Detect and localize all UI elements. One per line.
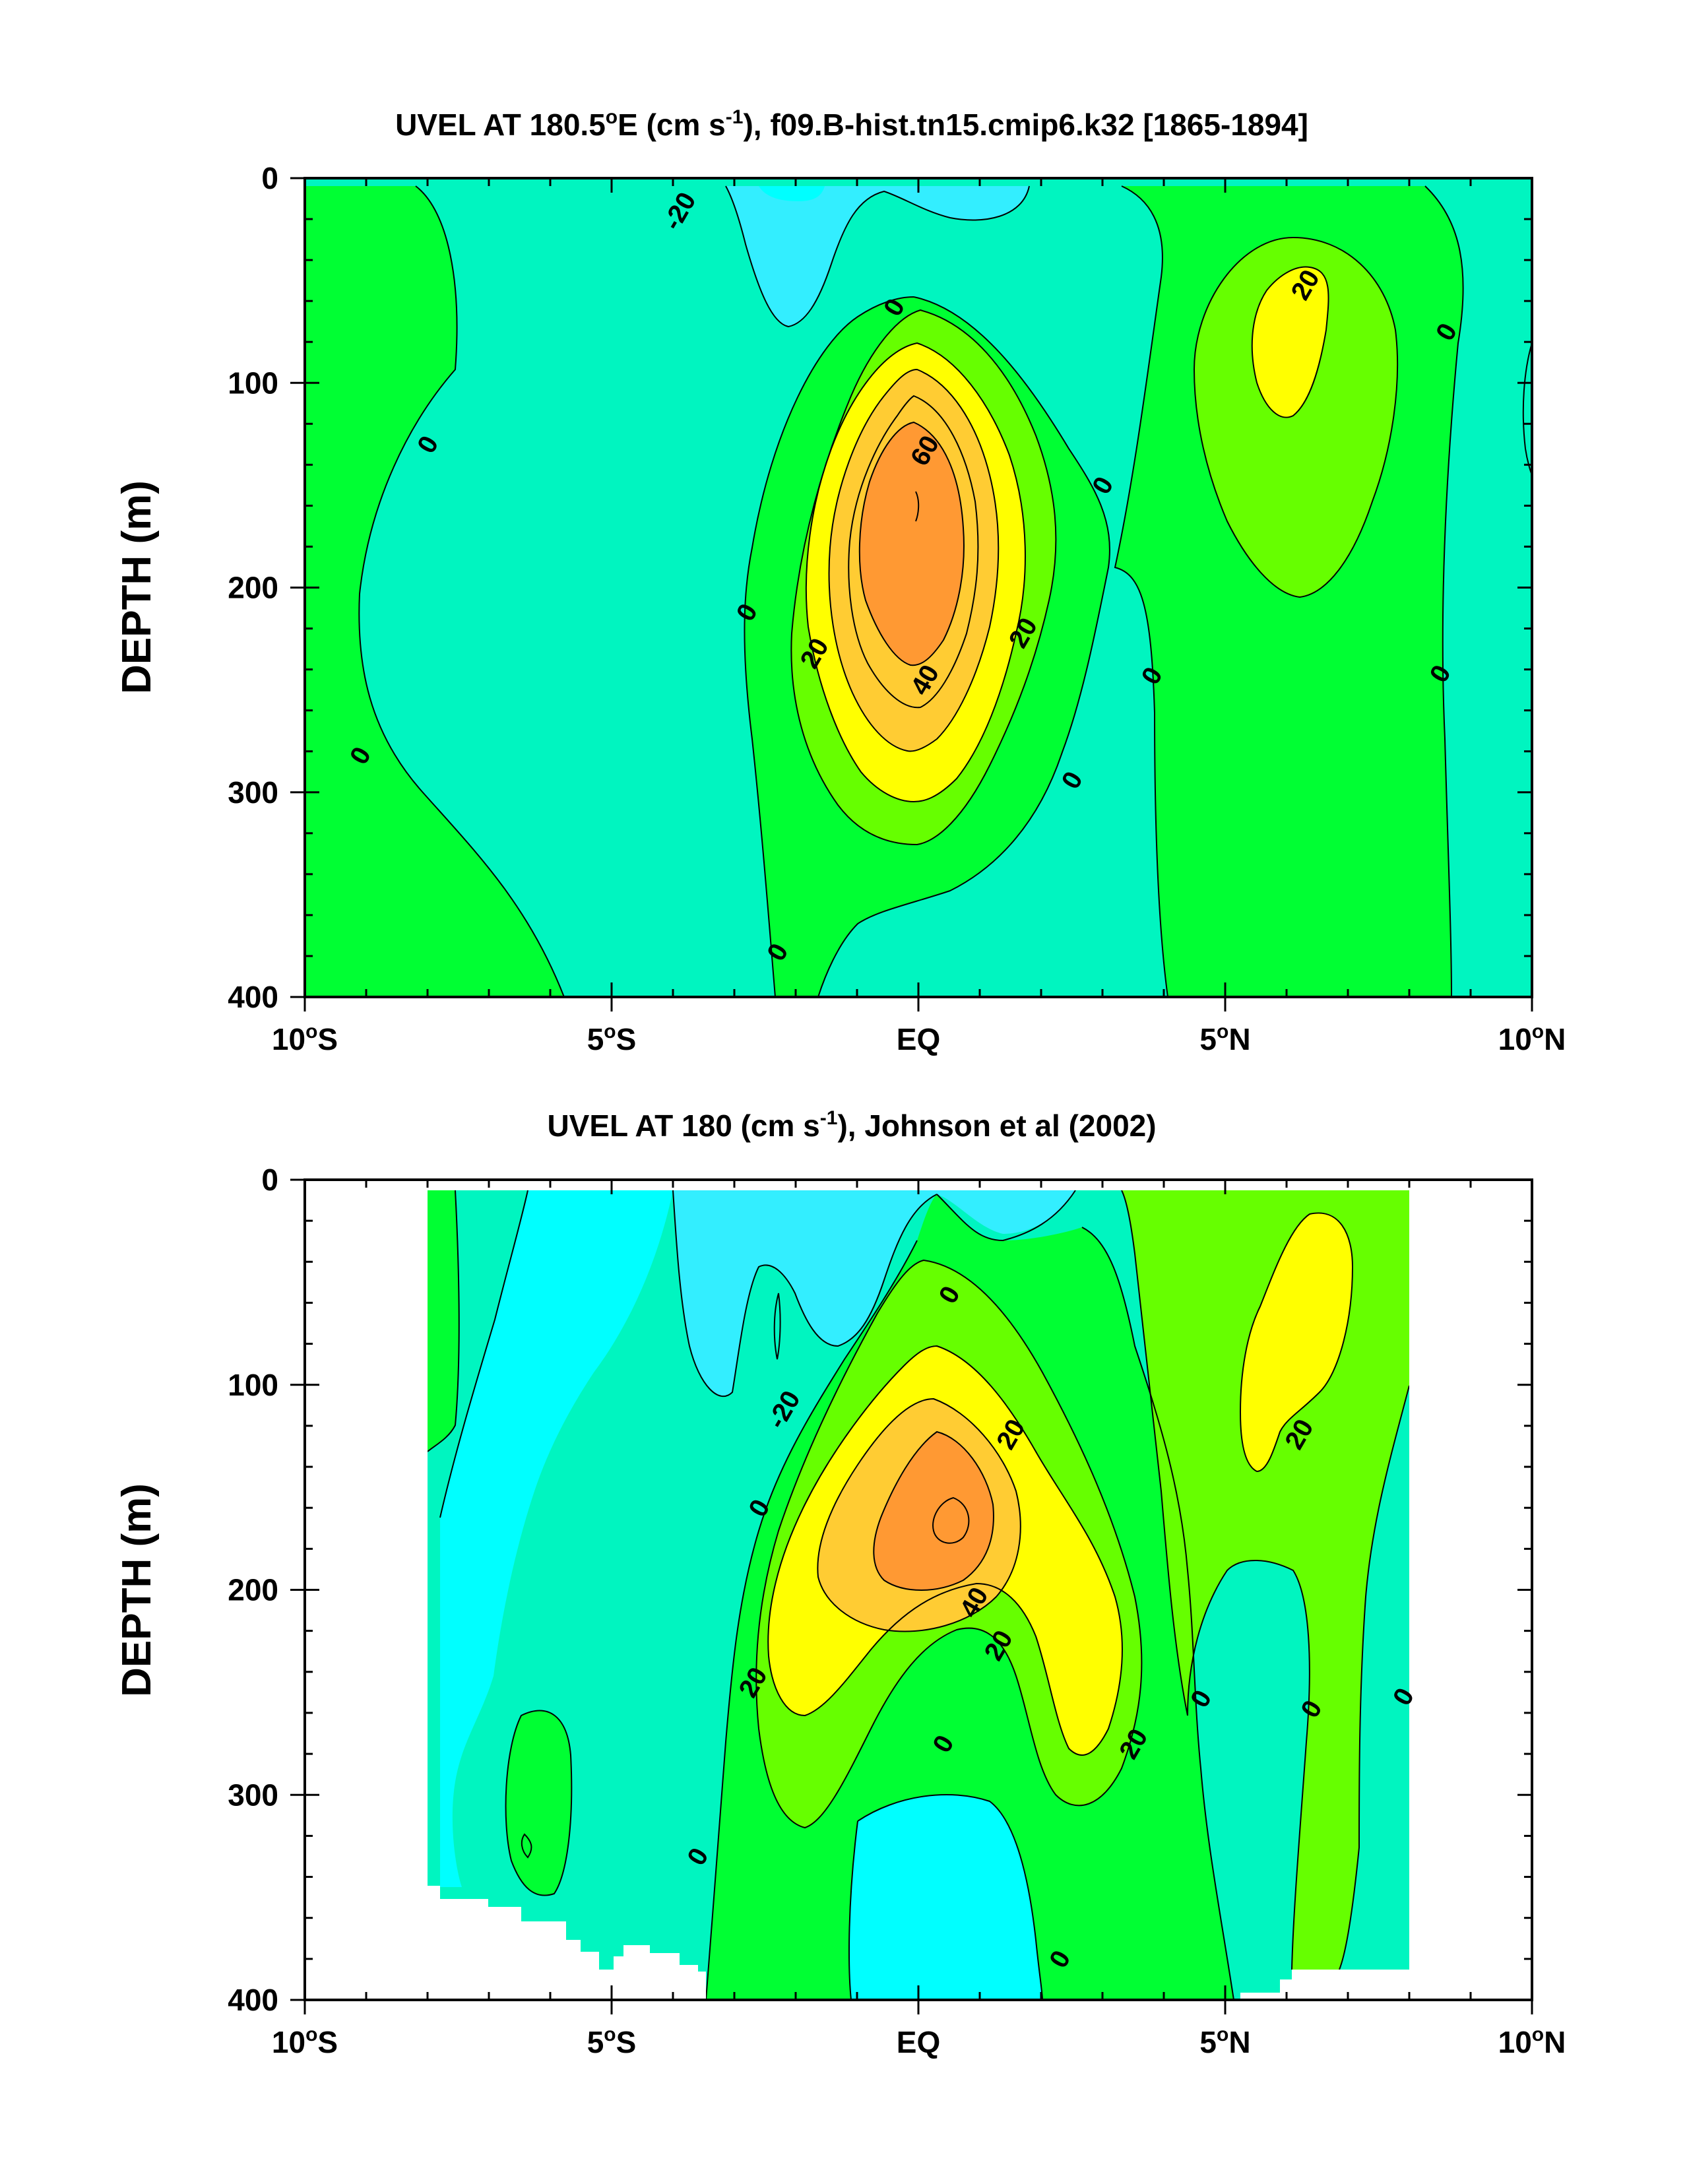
y-tick-label: 100 [228, 366, 278, 400]
y-tick-label: 300 [228, 1778, 278, 1812]
panel-a-title: UVEL AT 180.5oE (cm s-1), f09.B-hist.tn1… [395, 106, 1308, 142]
panel-b: UVEL AT 180 (cm s-1), Johnson et al (200… [114, 1107, 1566, 2059]
panel-b-ticks: 0 100 200 300 400 10oS 5oS EQ 5oN 10oN [228, 1163, 1566, 2059]
y-tick-label: 400 [228, 980, 278, 1014]
x-tick-label: 5oN [1199, 1021, 1250, 1056]
x-tick-label: 5oN [1199, 2024, 1250, 2059]
x-tick-label: 10oS [272, 2024, 338, 2059]
panel-a: UVEL AT 180.5oE (cm s-1), f09.B-hist.tn1… [114, 106, 1566, 1056]
x-tick-label: EQ [897, 1022, 940, 1056]
x-tick-label: 5oS [587, 1021, 637, 1056]
x-tick-label: 5oS [587, 2024, 637, 2059]
y-tick-label: 200 [228, 1573, 278, 1607]
panel-b-ylabel: DEPTH (m) [114, 1483, 160, 1697]
panel-a-field [305, 178, 1532, 997]
y-tick-label: 300 [228, 775, 278, 810]
y-tick-label: 400 [228, 1983, 278, 2017]
panel-b-title: UVEL AT 180 (cm s-1), Johnson et al (200… [547, 1107, 1156, 1143]
y-tick-label: 0 [261, 161, 278, 195]
x-tick-label: EQ [897, 2025, 940, 2059]
x-tick-label: 10oN [1498, 2024, 1566, 2059]
y-tick-label: 100 [228, 1368, 278, 1402]
x-tick-label: 10oN [1498, 1021, 1566, 1056]
x-tick-label: 10oS [272, 1021, 338, 1056]
y-tick-label: 200 [228, 571, 278, 605]
panel-a-ticks: 0 100 200 300 400 10oS 5oS EQ 5oN 10oN [228, 161, 1566, 1056]
y-tick-label: 0 [261, 1163, 278, 1197]
panel-b-field [305, 1180, 1532, 2000]
panel-a-ylabel: DEPTH (m) [114, 480, 160, 694]
